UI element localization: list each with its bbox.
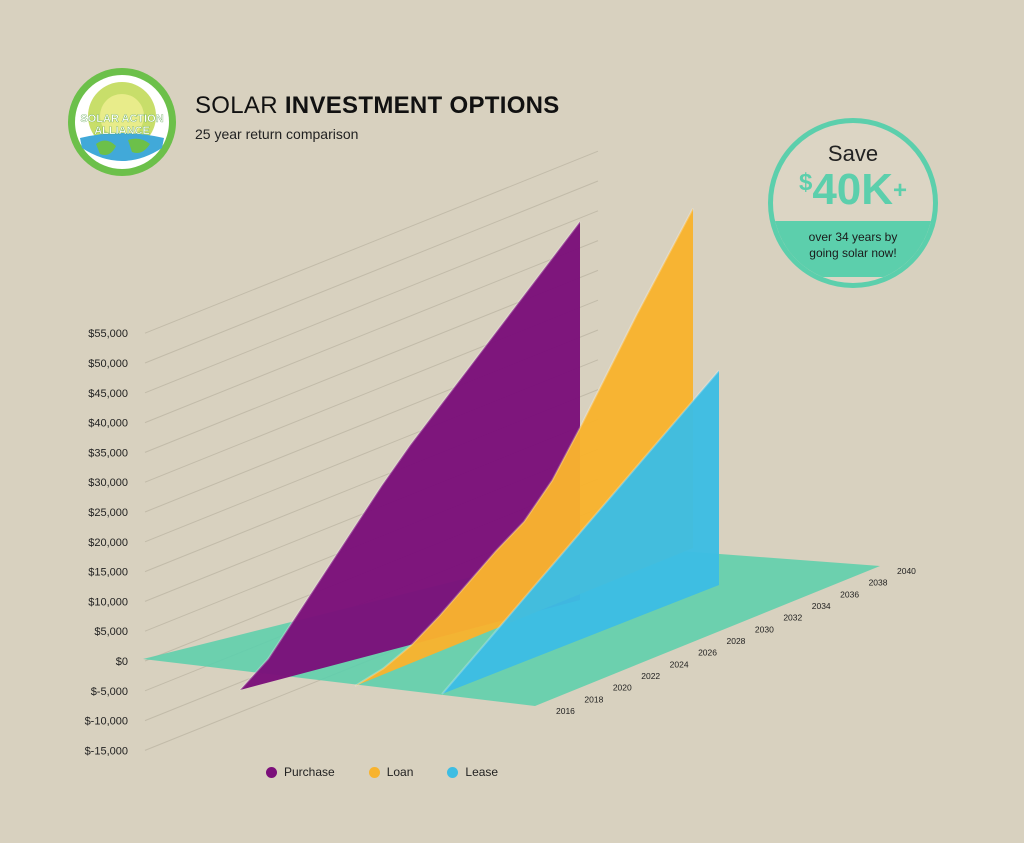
y-tick-label: $55,000 [88,328,128,340]
badge-caption: over 34 years by going solar now! [773,221,933,277]
y-axis-ticks: $55,000 $50,000 $45,000 $40,000 $35,000 $30,0… [85,328,128,757]
legend-dot-loan [368,766,380,778]
x-tick-label: 2020 [613,683,632,693]
page-subtitle: 25 year return comparison [195,126,359,142]
logo-text-line2: ALLIANCE [94,125,150,137]
x-tick-label: 2030 [755,624,774,634]
legend-label-loan: Loan [386,765,414,779]
legend-item-lease: Lease [447,765,498,779]
y-tick-label: $50,000 [88,358,128,370]
x-tick-label: 2022 [641,671,660,681]
series-area-loan-edge [354,207,694,687]
sun-icon [88,82,156,150]
legend-dot-lease [447,766,459,778]
grid-line [144,210,599,394]
title-block: SOLAR INVESTMENT OPTIONS 25 year return … [195,92,560,142]
title-light: SOLAR [195,92,285,119]
savings-badge: Save $40K+ over 34 years by going solar … [768,118,938,288]
grid-line [144,150,599,334]
solar-action-alliance-logo: SOLAR ACTION ALLIANCE [68,68,176,176]
badge-amount-value: 40K [812,165,894,214]
badge-plus: + [893,177,908,204]
title-bold: INVESTMENT OPTIONS [284,92,560,119]
x-tick-label: 2028 [727,636,746,646]
y-tick-label: $-5,000 [91,686,128,698]
x-tick-label: 2032 [783,613,802,623]
y-tick-label: $45,000 [88,388,128,400]
series-area-lease-edge [441,369,720,695]
series-area-lease [442,370,719,694]
y-tick-label: $-10,000 [85,716,128,728]
y-tick-label: $10,000 [88,596,128,608]
badge-currency: $ [798,169,813,196]
page-title: SOLAR INVESTMENT OPTIONS [195,92,560,120]
legend-item-loan: Loan [368,765,414,779]
y-tick-label: $35,000 [88,447,128,459]
x-tick-label: 2036 [840,589,859,599]
series-area-purchase-edge [239,220,581,691]
series-areas [239,207,720,695]
badge-amount: $40K+ [773,165,933,215]
y-tick-label: $5,000 [94,626,128,638]
legend: Purchase Loan Lease [266,765,532,779]
y-tick-label: $-15,000 [85,745,128,757]
x-tick-label: 2038 [869,578,888,588]
legend-label-purchase: Purchase [284,765,335,779]
legend-dot-purchase [266,766,277,778]
x-tick-label: 2024 [670,659,689,669]
x-tick-label: 2034 [812,601,831,611]
grid-line [144,180,599,364]
y-tick-label: $20,000 [88,537,128,549]
x-tick-label: 2040 [897,566,916,576]
legend-item-purchase: Purchase [266,765,335,779]
badge-save-label: Save [827,141,879,166]
y-tick-label: $30,000 [88,477,128,489]
x-tick-label: 2026 [698,648,717,658]
y-tick-label: $25,000 [88,507,128,519]
legend-label-lease: Lease [465,765,499,779]
badge-caption-line2: going solar now! [809,246,897,260]
x-axis-ticks: 2016 2018 2020 2022 2024 2026 2028 2030 2032 2034… [556,566,916,716]
y-tick-label: $15,000 [88,567,128,579]
logo-text-line1: SOLAR ACTION [80,113,163,125]
x-tick-label: 2016 [556,706,575,716]
y-tick-label: $40,000 [88,418,128,430]
y-tick-label: $0 [116,656,128,668]
grid-line [144,240,599,424]
badge-caption-line1: over 34 years by [808,230,898,244]
x-tick-label: 2018 [584,694,603,704]
